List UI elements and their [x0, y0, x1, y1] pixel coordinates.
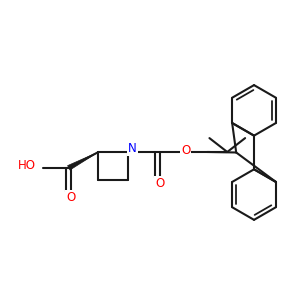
Polygon shape	[68, 152, 98, 170]
Text: O: O	[66, 191, 75, 204]
Text: HO: HO	[18, 159, 36, 172]
Text: O: O	[181, 143, 190, 157]
Text: O: O	[155, 177, 164, 190]
Text: N: N	[128, 142, 136, 154]
